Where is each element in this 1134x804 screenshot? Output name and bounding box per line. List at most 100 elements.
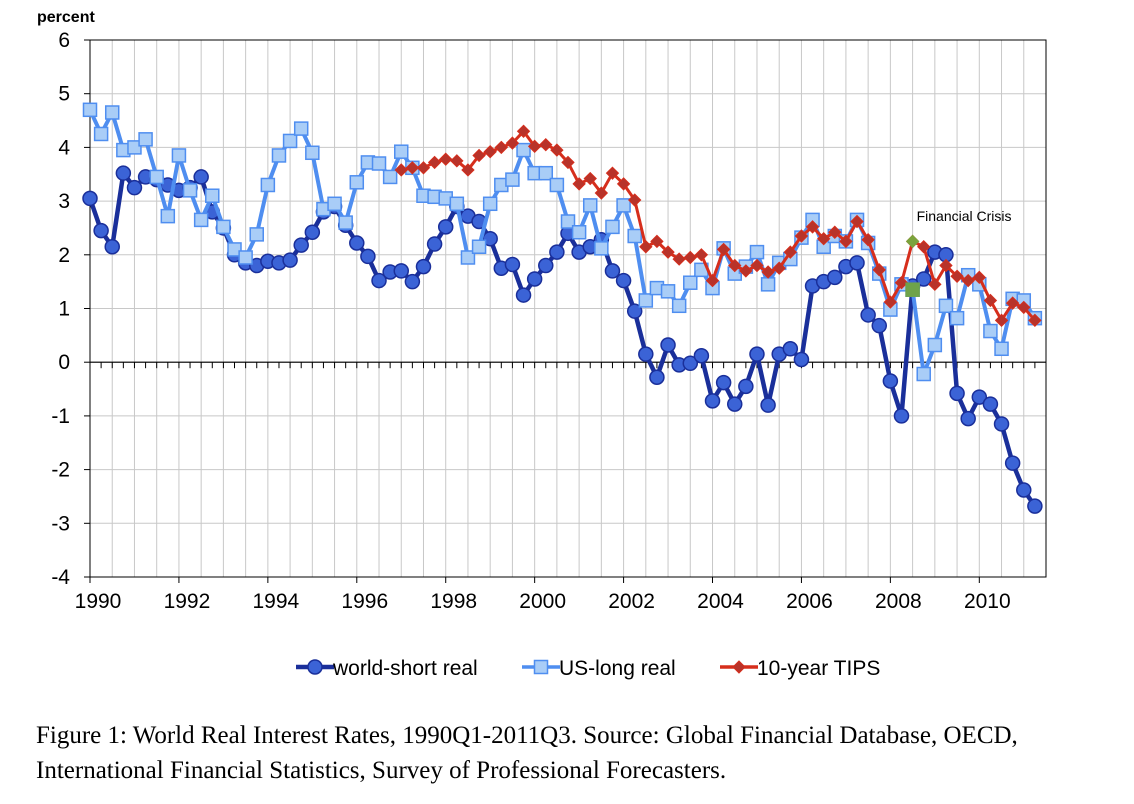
data-point xyxy=(660,337,676,353)
y-tick-label: 6 xyxy=(58,29,70,52)
data-point xyxy=(538,257,554,274)
grid xyxy=(90,40,1046,577)
data-point xyxy=(538,165,554,181)
data-point xyxy=(349,235,365,251)
x-tick-label: 1994 xyxy=(253,590,300,613)
data-point xyxy=(460,250,476,265)
series-world-short-real xyxy=(82,165,1043,514)
legend-label: world-short real xyxy=(332,657,478,680)
data-point xyxy=(171,148,187,163)
data-point xyxy=(839,234,853,249)
y-tick-label: -1 xyxy=(51,405,70,428)
legend-swatch-marker xyxy=(732,660,746,674)
legend-label: US-long real xyxy=(559,657,676,680)
data-point xyxy=(794,229,809,243)
chart: -4 -3 -2 -1 0 1 2 3 4 5 6 1990 1992 1994 1996 1998 2000 2… xyxy=(37,9,1047,680)
data-point xyxy=(394,144,409,159)
data-point xyxy=(772,261,786,275)
legend: world-short real US-long real 10-year TIPS xyxy=(296,657,880,680)
data-point xyxy=(649,369,665,385)
data-point xyxy=(449,196,465,212)
data-point xyxy=(994,341,1009,357)
data-point xyxy=(1004,455,1021,471)
x-tick-label: 1998 xyxy=(430,590,477,613)
figure-caption: Figure 1: World Real Interest Rates, 199… xyxy=(36,722,1018,784)
y-axis-title: percent xyxy=(37,9,95,26)
data-point xyxy=(671,298,687,314)
y-tick-label: 0 xyxy=(58,351,70,374)
data-point xyxy=(1005,296,1020,310)
data-point xyxy=(683,275,698,290)
data-point xyxy=(939,258,953,273)
data-point xyxy=(505,136,520,150)
y-tick-label: 3 xyxy=(58,190,70,213)
annotation-financial-crisis: Financial Crisis xyxy=(917,208,1012,224)
y-tick-label: -4 xyxy=(51,566,70,589)
x-tick-label: 2002 xyxy=(608,590,655,613)
series-10-year-tips xyxy=(394,124,1042,328)
data-point xyxy=(715,374,732,391)
data-point xyxy=(982,396,999,412)
x-tick-label: 1990 xyxy=(75,590,122,613)
data-point xyxy=(738,378,754,395)
data-point xyxy=(539,138,553,152)
data-point xyxy=(293,237,309,253)
data-point xyxy=(994,313,1009,328)
data-point xyxy=(749,346,765,362)
data-point xyxy=(571,224,587,240)
data-point xyxy=(728,258,742,273)
data-point xyxy=(93,222,109,239)
data-point xyxy=(872,263,886,277)
data-point xyxy=(461,163,475,177)
data-point xyxy=(526,271,543,287)
data-point xyxy=(193,169,209,185)
data-point xyxy=(849,255,865,271)
data-point xyxy=(482,196,498,212)
data-point xyxy=(871,317,888,334)
data-point xyxy=(260,177,276,193)
data-point xyxy=(616,198,631,213)
data-point xyxy=(716,242,731,257)
x-tick-label: 1996 xyxy=(341,590,388,613)
data-point xyxy=(104,238,120,255)
data-point xyxy=(893,408,910,424)
data-point xyxy=(750,258,764,273)
data-point xyxy=(983,293,998,308)
data-point xyxy=(472,148,486,163)
data-point xyxy=(349,175,365,190)
data-point xyxy=(861,233,875,247)
data-point xyxy=(560,214,576,229)
y-tick-label: 4 xyxy=(58,136,70,159)
data-point xyxy=(82,102,98,118)
highlight-point xyxy=(905,282,920,297)
data-point xyxy=(82,190,98,207)
data-point xyxy=(949,310,965,326)
data-point xyxy=(293,121,309,136)
data-point xyxy=(604,263,621,279)
data-point xyxy=(805,220,820,234)
data-point xyxy=(516,142,531,158)
x-tick-label: 1992 xyxy=(164,590,211,613)
data-point xyxy=(615,272,632,289)
data-point xyxy=(549,244,565,260)
data-point xyxy=(638,293,654,308)
data-point xyxy=(928,277,942,292)
data-point xyxy=(883,295,898,309)
data-point xyxy=(594,186,609,200)
legend-swatch-marker xyxy=(533,659,549,675)
data-point xyxy=(672,252,686,266)
data-point xyxy=(605,219,620,235)
y-tick-label: 5 xyxy=(58,83,70,106)
data-point xyxy=(783,245,798,259)
data-point xyxy=(405,161,420,175)
data-point xyxy=(605,166,620,180)
data-point xyxy=(504,256,521,273)
data-point xyxy=(205,188,220,203)
data-point xyxy=(782,341,799,357)
data-point xyxy=(550,143,564,157)
data-point xyxy=(760,277,776,292)
legend-item: US-long real xyxy=(522,657,676,680)
data-point xyxy=(626,303,643,319)
data-point xyxy=(494,140,509,155)
data-point xyxy=(415,258,432,275)
